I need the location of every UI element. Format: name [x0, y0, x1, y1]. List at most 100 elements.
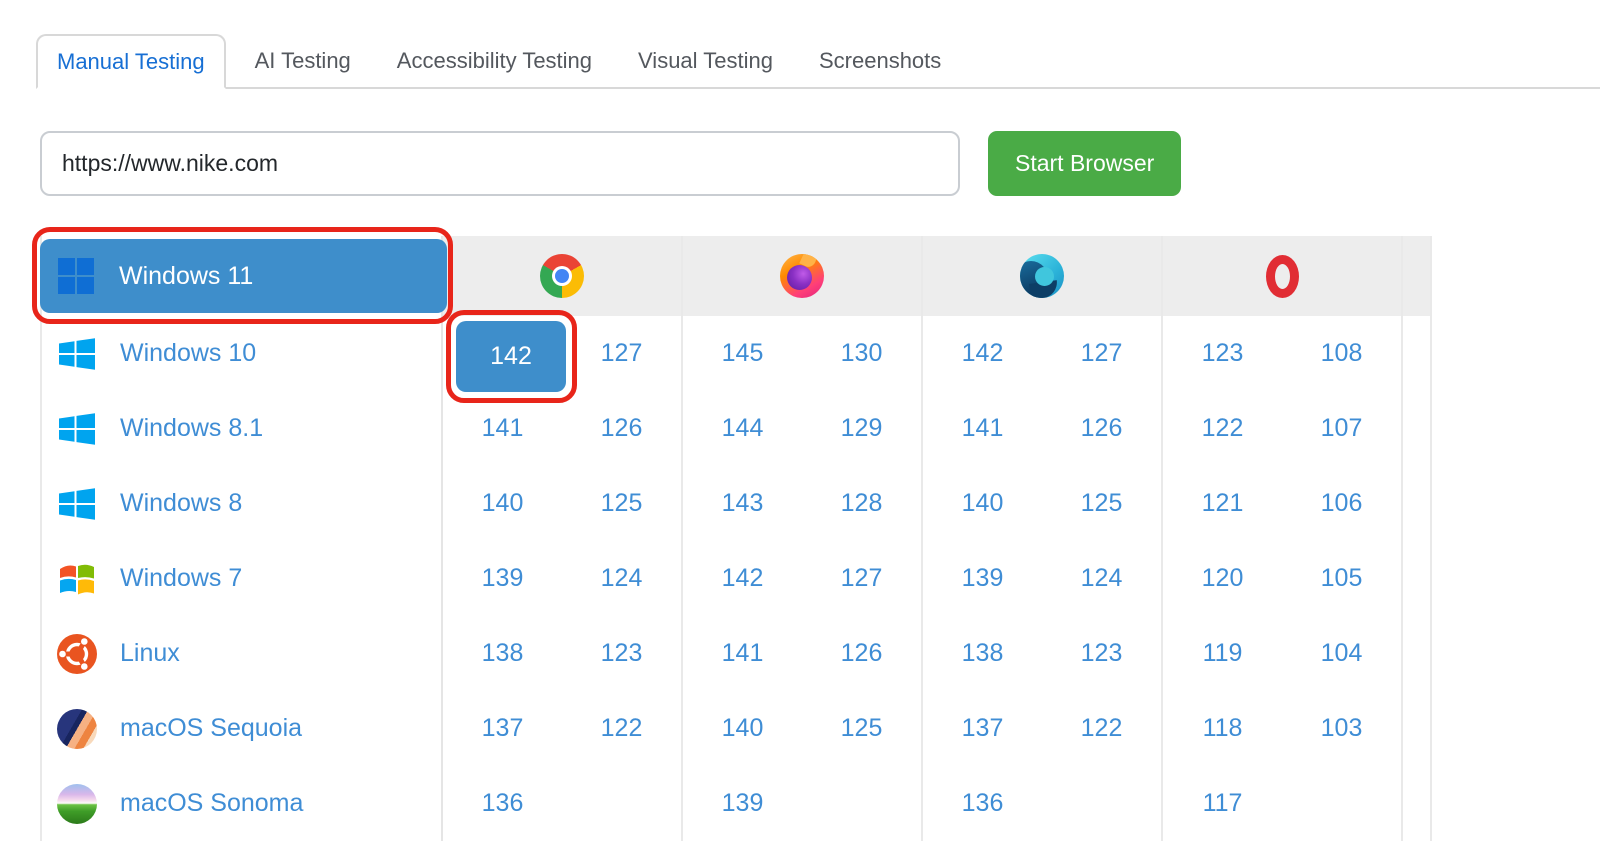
- version-cell[interactable]: 139: [961, 564, 1004, 592]
- version-cell[interactable]: 136: [961, 789, 1004, 817]
- version-cell[interactable]: 129: [840, 414, 883, 442]
- version-cell[interactable]: 122: [1080, 714, 1123, 742]
- table-overflow-column: [1403, 236, 1432, 841]
- version-cell[interactable]: 142: [721, 564, 764, 592]
- version-cell[interactable]: 128: [840, 489, 883, 517]
- version-cell[interactable]: 122: [1201, 414, 1244, 442]
- version-cell[interactable]: 142: [961, 339, 1004, 367]
- version-cell[interactable]: 130: [840, 339, 883, 367]
- tab-visual-testing[interactable]: Visual Testing: [638, 47, 773, 73]
- version-cell[interactable]: 117: [1202, 789, 1243, 817]
- version-cell[interactable]: 107: [1320, 414, 1363, 442]
- version-row: 137 122: [443, 691, 681, 766]
- os-selected-row: Windows 11: [32, 227, 453, 324]
- sidebar-item-windows-11[interactable]: Windows 11: [40, 239, 447, 313]
- version-row: 142 127: [923, 316, 1161, 391]
- version-row: 120 105: [1163, 541, 1401, 616]
- version-row: 127 142: [443, 310, 681, 403]
- version-cell[interactable]: 108: [1320, 339, 1363, 367]
- version-row: 145 130: [683, 316, 921, 391]
- version-cell[interactable]: 145: [721, 339, 764, 367]
- tab-manual-testing[interactable]: Manual Testing: [36, 34, 226, 89]
- version-cell: [1282, 766, 1401, 841]
- os-sidebar: Windows 11 Windows 10 Windows 8.1: [32, 227, 453, 841]
- macos-sequoia-icon: [57, 708, 97, 749]
- version-cell[interactable]: 118: [1202, 714, 1243, 742]
- os-label: Windows 8: [120, 489, 243, 517]
- version-cell[interactable]: 141: [481, 414, 524, 442]
- version-cell[interactable]: 139: [481, 564, 524, 592]
- browser-column-edge: 142 127 141 126 140 125 139 124 138 123 …: [923, 236, 1163, 841]
- firefox-header: [683, 236, 921, 316]
- sidebar-item-macos-sonoma[interactable]: macOS Sonoma: [42, 766, 441, 841]
- version-row: 140 125: [443, 466, 681, 541]
- version-cell: [802, 766, 921, 841]
- version-cell[interactable]: 127: [1080, 339, 1123, 367]
- version-cell[interactable]: 141: [721, 639, 764, 667]
- tab-accessibility-testing[interactable]: Accessibility Testing: [396, 47, 593, 73]
- version-cell[interactable]: 103: [1320, 714, 1363, 742]
- version-cell-selected[interactable]: 142: [456, 321, 566, 392]
- windows-8-1-icon: [59, 412, 95, 445]
- version-row: 144 129: [683, 391, 921, 466]
- version-cell[interactable]: 126: [840, 639, 883, 667]
- version-cell[interactable]: 141: [961, 414, 1004, 442]
- os-label: Windows 7: [120, 564, 243, 592]
- url-input[interactable]: [40, 131, 960, 196]
- version-cell[interactable]: 105: [1320, 564, 1363, 592]
- windows-11-icon: [58, 258, 94, 294]
- sidebar-item-windows-10[interactable]: Windows 10: [42, 316, 441, 391]
- version-cell[interactable]: 123: [1201, 339, 1244, 367]
- version-cell[interactable]: 104: [1320, 639, 1363, 667]
- version-cell[interactable]: 124: [1080, 564, 1123, 592]
- version-row: 140 125: [683, 691, 921, 766]
- version-cell[interactable]: 138: [481, 639, 524, 667]
- version-cell[interactable]: 125: [600, 489, 643, 517]
- edge-header: [923, 236, 1161, 316]
- version-cell[interactable]: 126: [1080, 414, 1123, 442]
- os-label: Windows 10: [120, 339, 257, 367]
- version-cell[interactable]: 139: [721, 789, 764, 817]
- version-cell[interactable]: 120: [1201, 564, 1244, 592]
- version-cell[interactable]: 136: [481, 789, 524, 817]
- sidebar-item-windows-7[interactable]: Windows 7: [42, 541, 441, 616]
- os-browser-grid: Windows 11 Windows 10 Windows 8.1: [32, 227, 1432, 841]
- os-label: Windows 8.1: [120, 414, 264, 442]
- version-cell[interactable]: 137: [961, 714, 1004, 742]
- windows-7-icon: [60, 564, 94, 594]
- tab-screenshots[interactable]: Screenshots: [818, 47, 942, 73]
- os-label: Windows 11: [119, 261, 254, 290]
- version-cell[interactable]: 138: [961, 639, 1004, 667]
- tab-ai-testing[interactable]: AI Testing: [254, 47, 351, 73]
- version-row: 138 123: [923, 616, 1161, 691]
- windows-8-icon: [59, 487, 95, 520]
- sidebar-item-windows-8[interactable]: Windows 8: [42, 466, 441, 541]
- version-cell[interactable]: 123: [1080, 639, 1123, 667]
- version-cell[interactable]: 137: [481, 714, 524, 742]
- sidebar-item-windows-8-1[interactable]: Windows 8.1: [42, 391, 441, 466]
- version-cell[interactable]: 119: [1202, 639, 1243, 667]
- version-cell[interactable]: 125: [840, 714, 883, 742]
- version-cell[interactable]: 123: [600, 639, 643, 667]
- browser-column-opera: 123 108 122 107 121 106 120 105 119 104 …: [1163, 236, 1403, 841]
- version-cell[interactable]: 140: [481, 489, 524, 517]
- version-cell[interactable]: 126: [600, 414, 643, 442]
- version-cell[interactable]: 125: [1080, 489, 1123, 517]
- start-browser-button[interactable]: Start Browser: [988, 131, 1182, 196]
- version-cell[interactable]: 124: [600, 564, 643, 592]
- version-cell[interactable]: 143: [721, 489, 764, 517]
- version-cell[interactable]: 122: [600, 714, 643, 742]
- version-cell[interactable]: 127: [600, 339, 643, 367]
- sidebar-item-linux[interactable]: Linux: [42, 616, 441, 691]
- chrome-icon: [540, 254, 584, 298]
- version-cell[interactable]: 144: [721, 414, 764, 442]
- version-row: 141 126: [923, 391, 1161, 466]
- version-cell[interactable]: 140: [721, 714, 764, 742]
- version-cell[interactable]: 106: [1320, 489, 1363, 517]
- sidebar-item-macos-sequoia[interactable]: macOS Sequoia: [42, 691, 441, 766]
- os-label: Linux: [120, 639, 180, 667]
- version-cell[interactable]: 140: [961, 489, 1004, 517]
- version-cell[interactable]: 127: [840, 564, 883, 592]
- version-cell[interactable]: 121: [1201, 489, 1244, 517]
- version-row: 139: [683, 766, 921, 841]
